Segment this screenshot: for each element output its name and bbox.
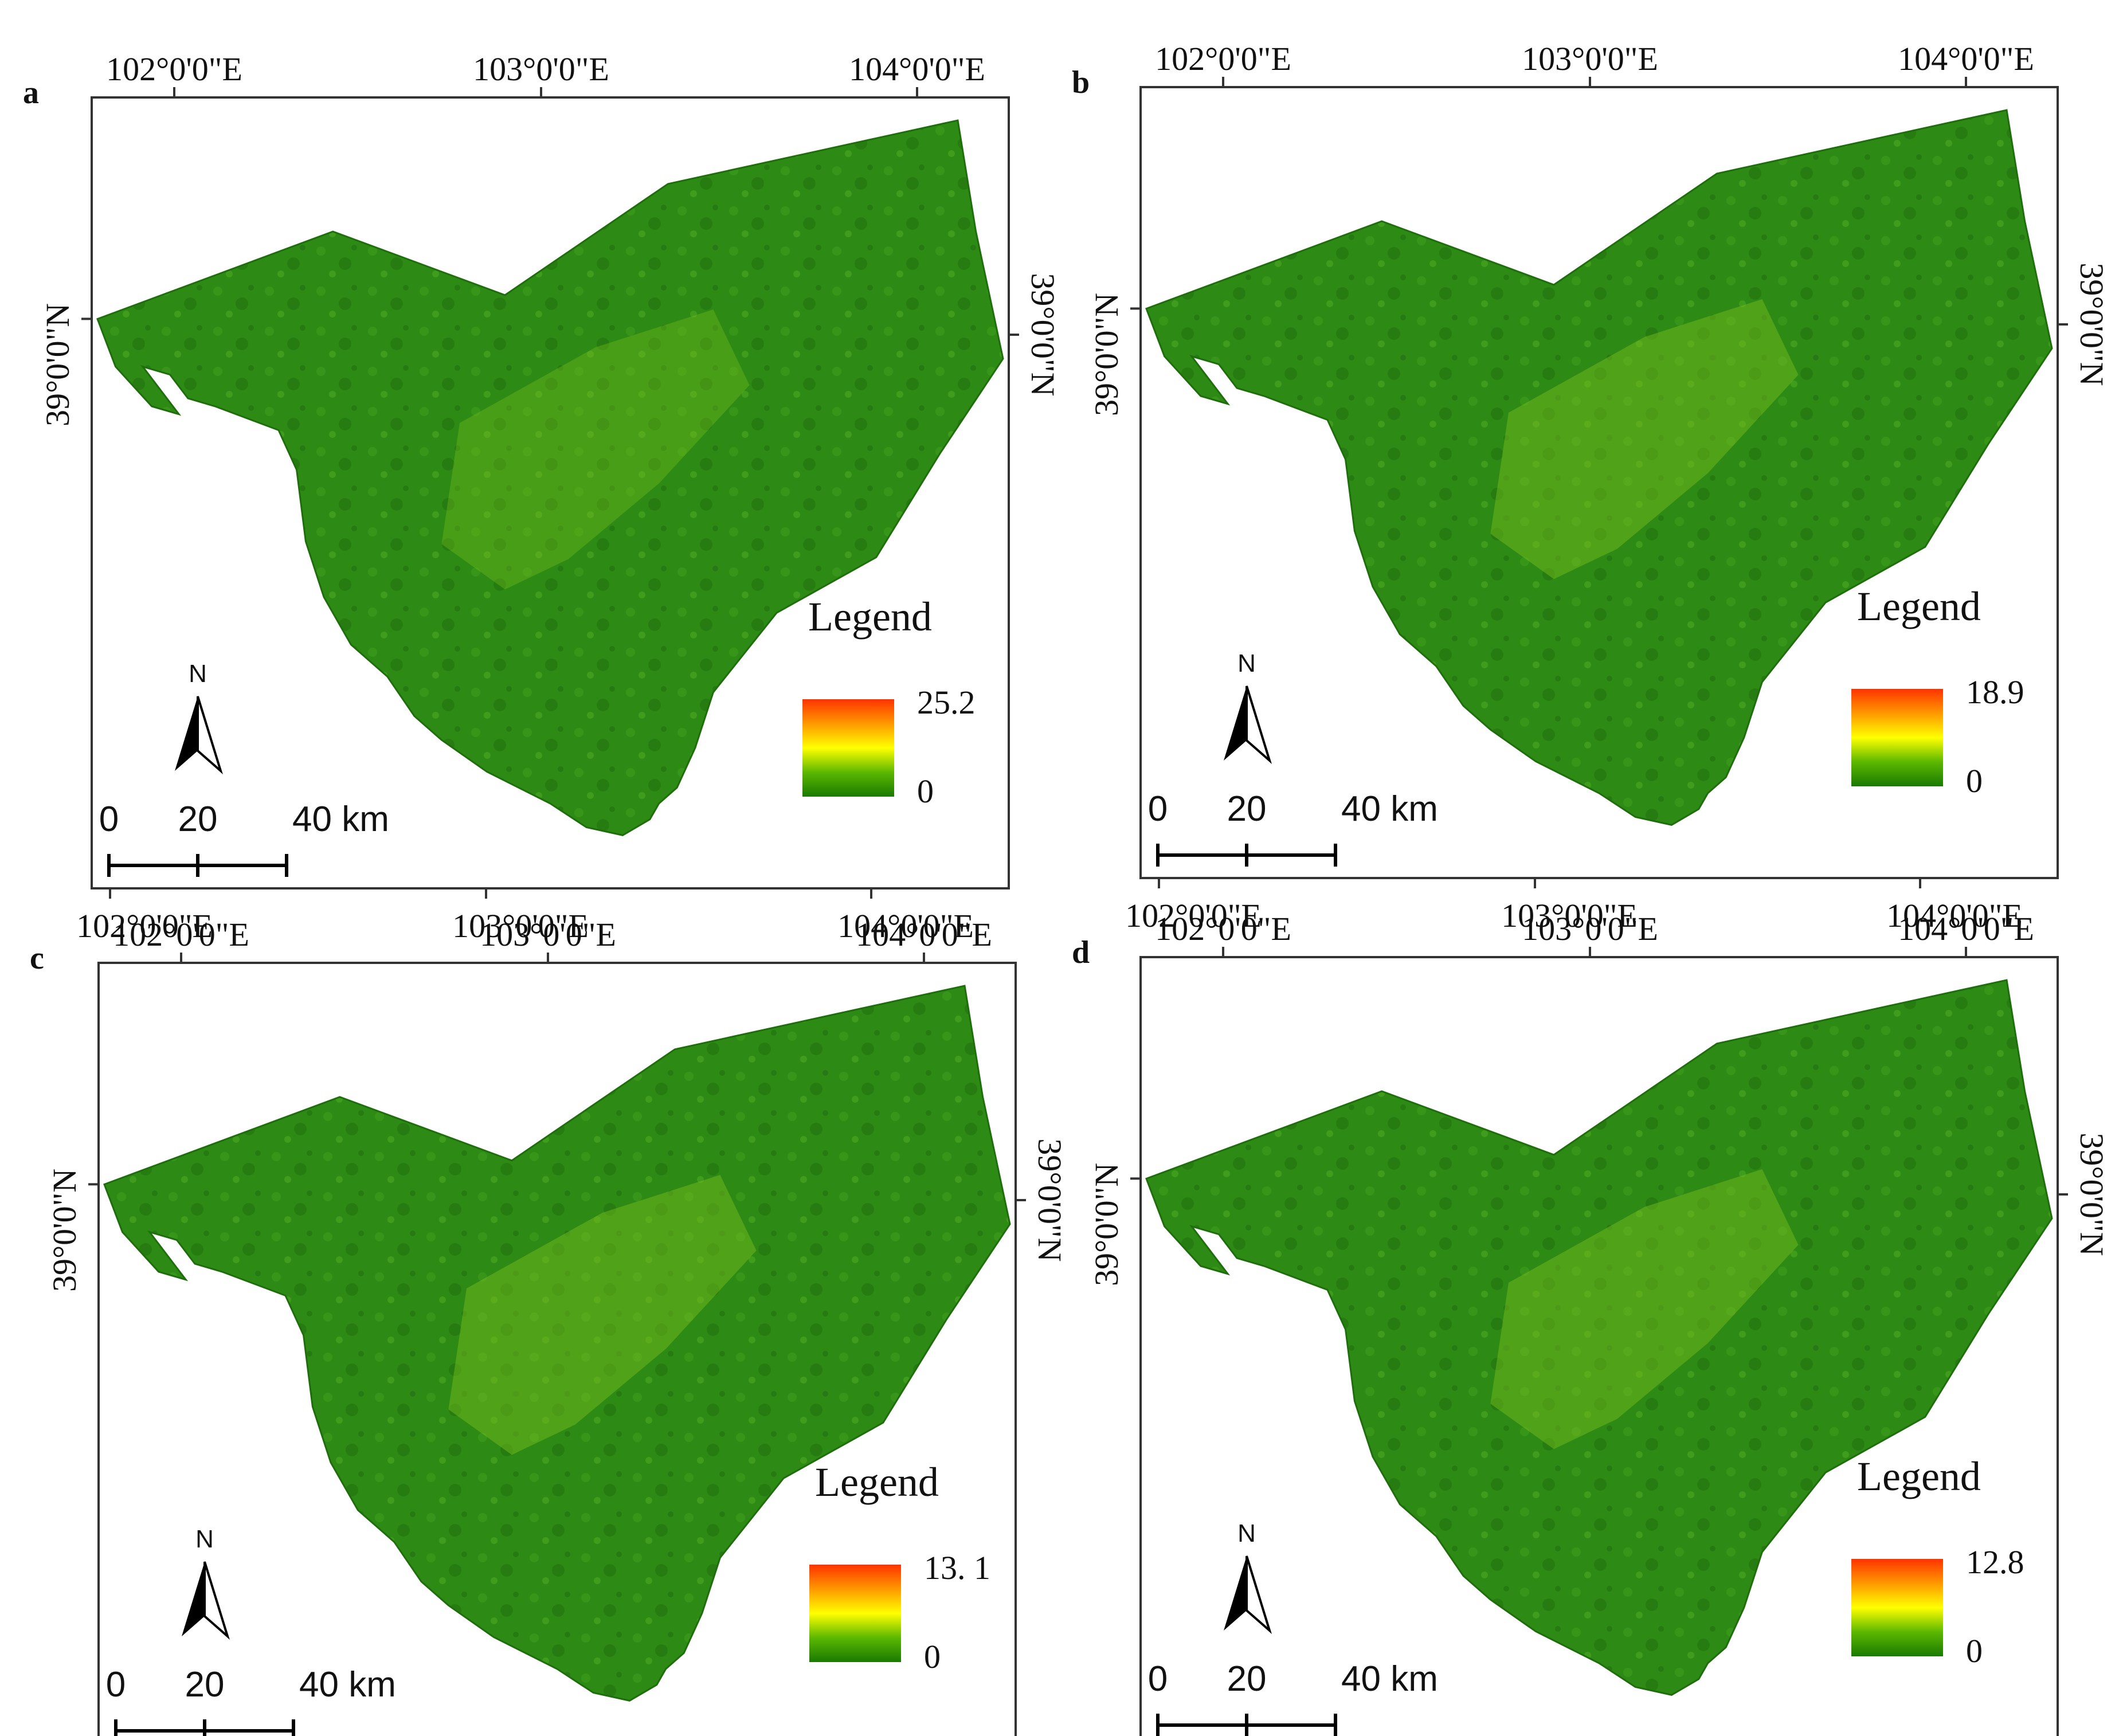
right-tick-label: 39°0'0"N <box>1031 1138 1068 1261</box>
scale-label-0: 0 <box>99 800 119 839</box>
scale-label-40: 40 km <box>1341 1659 1438 1699</box>
north-arrow-icon <box>182 1562 205 1636</box>
top-tick-label: 104°0'0"E <box>1898 40 2034 77</box>
top-tick-label: 104°0'0"E <box>856 916 992 953</box>
top-tick-label: 104°0'0"E <box>1898 910 2034 947</box>
scale-label-20: 20 <box>185 1665 225 1704</box>
top-tick-label: 102°0'0"E <box>106 50 242 88</box>
north-arrow-icon <box>1224 686 1247 761</box>
study-region <box>103 985 1011 1702</box>
top-tick-label: 103°0'0"E <box>480 916 616 953</box>
north-arrow-icon <box>197 696 223 775</box>
panel-d: d102°0'0"E103°0'0"E104°0'0"E102°0'0"E103… <box>1072 910 2110 1736</box>
high-value-zone <box>1490 1169 1799 1449</box>
scale-label-40: 40 km <box>292 800 389 839</box>
top-tick-label: 103°0'0"E <box>1522 910 1658 947</box>
legend-min-label: 0 <box>1966 1632 1983 1670</box>
legend-color-ramp <box>809 1565 901 1662</box>
legend-max-label: 12.8 <box>1966 1543 2024 1581</box>
panel-label: a <box>23 75 39 111</box>
legend-color-ramp <box>1851 689 1943 786</box>
scale-label-20: 20 <box>1227 789 1267 829</box>
bottom-tick-label: 103°0'0"E <box>1501 897 1638 934</box>
bottom-tick-label: 102°0'0"E <box>1125 897 1262 934</box>
panel-label: c <box>30 941 44 976</box>
legend-title: Legend <box>1857 583 1981 629</box>
panel-label: b <box>1072 65 1090 100</box>
scale-label-0: 0 <box>106 1665 126 1704</box>
north-label: N <box>189 660 207 688</box>
north-arrow-icon <box>203 1561 230 1640</box>
legend-color-ramp <box>802 699 894 797</box>
scale-label-0: 0 <box>1148 789 1168 829</box>
high-value-zone <box>448 1175 757 1455</box>
north-arrow-icon <box>1245 685 1272 765</box>
legend-min-label: 0 <box>924 1638 941 1675</box>
panel-c: c102°0'0"E103°0'0"E104°0'0"E102°0'0"E103… <box>30 916 1068 1736</box>
top-tick-label: 102°0'0"E <box>1155 910 1291 947</box>
bottom-tick-label: 104°0'0"E <box>837 907 974 945</box>
legend-title: Legend <box>1857 1453 1981 1499</box>
bottom-tick-label: 103°0'0"E <box>452 907 589 945</box>
scale-label-40: 40 km <box>299 1665 396 1704</box>
right-tick-label: 39°0'0"N <box>2073 262 2110 386</box>
north-label: N <box>195 1525 214 1553</box>
right-tick-label: 39°0'0"N <box>2073 1132 2110 1256</box>
legend-min-label: 0 <box>917 773 934 810</box>
legend-min-label: 0 <box>1966 762 1983 800</box>
north-arrow-icon <box>1245 1555 1272 1635</box>
north-arrow-icon <box>175 696 198 771</box>
scale-label-20: 20 <box>1227 1659 1267 1699</box>
scale-label-0: 0 <box>1148 1659 1168 1699</box>
left-tick-label: 39°0'0"N <box>1088 293 1125 416</box>
right-tick-label: 39°0'0"N <box>1024 273 1062 396</box>
left-tick-label: 39°0'0"N <box>39 303 76 426</box>
north-label: N <box>1237 1519 1256 1547</box>
legend-title: Legend <box>808 594 932 640</box>
legend-title: Legend <box>815 1459 939 1505</box>
left-tick-label: 39°0'0"N <box>1088 1163 1125 1286</box>
scale-label-40: 40 km <box>1341 789 1438 829</box>
study-region <box>96 119 1004 836</box>
panel-label: d <box>1072 935 1090 970</box>
legend-color-ramp <box>1851 1559 1943 1656</box>
study-region <box>1145 979 2053 1696</box>
top-tick-label: 103°0'0"E <box>1522 40 1658 77</box>
legend-max-label: 13. 1 <box>924 1549 990 1586</box>
bottom-tick-label: 104°0'0"E <box>1886 897 2023 934</box>
top-tick-label: 103°0'0"E <box>473 50 609 88</box>
panel-a: a 102°0'0"E 103°0'0"E 104°0'0"E 102°0'0"E 103… <box>23 50 1062 945</box>
top-tick-label: 102°0'0"E <box>113 916 249 953</box>
scale-label-20: 20 <box>178 800 218 839</box>
high-value-zone <box>1490 299 1799 579</box>
study-region <box>1145 109 2053 826</box>
panel-b: b 102°0'0"E 103°0'0"E 104°0'0"E 102°0'0"E 103… <box>1072 40 2110 934</box>
left-tick-label: 39°0'0"N <box>46 1169 83 1292</box>
top-tick-label: 104°0'0"E <box>849 50 985 88</box>
north-label: N <box>1237 649 1256 677</box>
north-arrow-icon <box>1224 1556 1247 1631</box>
bottom-tick-label: 102°0'0"E <box>76 907 213 945</box>
legend-max-label: 25.2 <box>917 684 976 721</box>
legend-max-label: 18.9 <box>1966 673 2024 711</box>
high-value-zone <box>441 309 750 590</box>
top-tick-label: 102°0'0"E <box>1155 40 1291 77</box>
